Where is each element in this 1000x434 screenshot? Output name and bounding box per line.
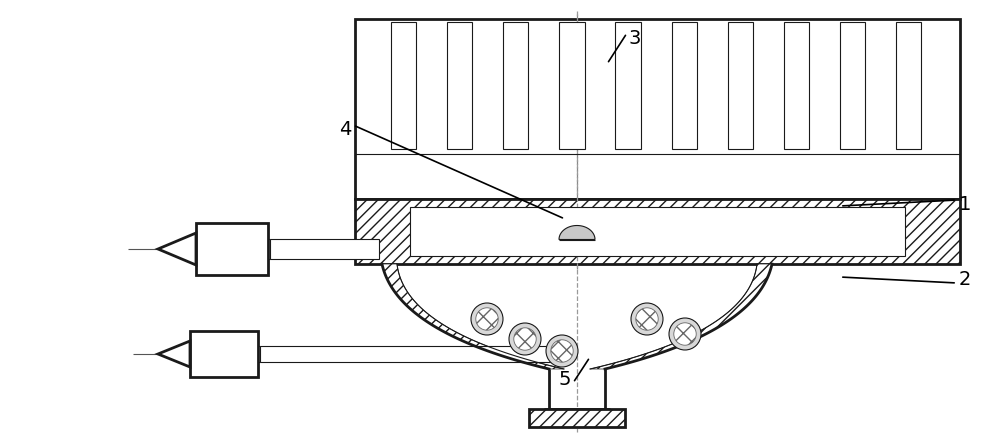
Polygon shape <box>382 264 564 369</box>
Bar <box>270 240 379 260</box>
Bar <box>260 346 551 362</box>
Text: 5: 5 <box>559 370 571 388</box>
Bar <box>503 23 528 150</box>
Text: 4: 4 <box>339 120 351 139</box>
Circle shape <box>509 323 541 355</box>
Bar <box>529 409 625 427</box>
Circle shape <box>471 303 503 335</box>
Circle shape <box>546 335 578 367</box>
Bar <box>728 23 753 150</box>
Text: 2: 2 <box>959 270 971 289</box>
Bar <box>447 23 472 150</box>
Circle shape <box>669 318 701 350</box>
Bar <box>410 207 905 256</box>
Circle shape <box>551 340 573 362</box>
Polygon shape <box>158 341 190 367</box>
Text: 1: 1 <box>959 195 971 214</box>
Bar <box>896 23 921 150</box>
Bar <box>784 23 809 150</box>
Circle shape <box>674 323 696 345</box>
Bar <box>355 20 960 200</box>
Polygon shape <box>559 226 595 240</box>
Bar <box>672 23 697 150</box>
Bar <box>391 23 416 150</box>
Bar <box>615 23 641 150</box>
Bar <box>840 23 865 150</box>
Polygon shape <box>158 233 196 265</box>
Circle shape <box>631 303 663 335</box>
Polygon shape <box>590 264 772 369</box>
Bar <box>355 200 960 264</box>
Circle shape <box>636 308 658 330</box>
Bar <box>196 224 268 275</box>
Bar <box>190 331 258 377</box>
Circle shape <box>476 308 498 330</box>
Circle shape <box>514 328 536 350</box>
Bar <box>559 23 585 150</box>
Text: 3: 3 <box>629 29 641 47</box>
